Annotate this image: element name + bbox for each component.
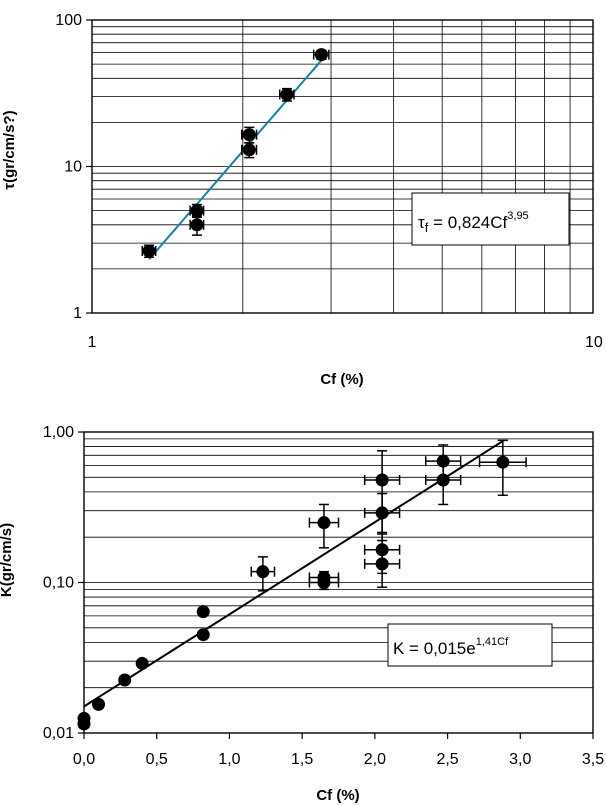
x-tick-label: 3,5 <box>582 751 604 768</box>
data-point <box>375 473 389 487</box>
y-tick-label: 100 <box>55 12 82 29</box>
y-axis-label: τ(gr/cm/s?) <box>1 110 18 189</box>
x-tick-label: 3,0 <box>509 751 531 768</box>
data-point <box>496 455 510 469</box>
equation-body: K = 0,015e <box>393 639 476 658</box>
x-tick-label: 0,0 <box>73 751 95 768</box>
data-point <box>280 88 294 102</box>
equation-exponent: 1,41Cf <box>476 636 509 648</box>
data-point <box>317 570 331 584</box>
y-axis-label: K(gr/cm/s) <box>0 523 15 597</box>
y-tick-label: 0,01 <box>43 725 74 742</box>
x-tick-label: 1 <box>88 334 97 351</box>
trendline <box>83 440 504 708</box>
x-tick-label: 2,5 <box>436 751 458 768</box>
y-tick-label: 10 <box>64 159 82 176</box>
y-tick-label: 1 <box>73 305 82 322</box>
data-point <box>118 673 132 687</box>
data-point <box>135 656 149 670</box>
k-chart: 0,01 0,10 1,00 0,0 0,5 1,0 1,5 2,0 2,5 3,0 3,5 Cf (… <box>0 424 604 804</box>
y-tick-label: 0,10 <box>43 575 74 592</box>
x-axis-label: Cf (%) <box>320 371 363 388</box>
x-tick-label: 1,0 <box>218 751 240 768</box>
tau-chart: 1 10 100 1 10 Cf (%) τ(gr/cm/s?) τf = 0,824Cf3,… <box>1 12 603 388</box>
data-point <box>242 128 256 142</box>
equation-text: τf = 0,824Cf3,95 <box>418 210 529 235</box>
equation-subscript: f <box>425 220 429 235</box>
equation-box <box>411 192 570 246</box>
data-point <box>190 204 204 218</box>
data-point <box>190 218 204 232</box>
x-tick-label: 0,5 <box>146 751 168 768</box>
data-point <box>256 565 270 579</box>
trendline <box>148 59 323 261</box>
data-point <box>142 244 156 258</box>
equation-box <box>387 623 553 667</box>
data-point <box>314 48 328 62</box>
equation-symbol: τ <box>418 213 425 232</box>
equation-text: K = 0,015e1,41Cf <box>393 636 509 658</box>
data-point <box>242 143 256 157</box>
x-axis-label: Cf (%) <box>316 787 359 804</box>
data-point <box>436 454 450 468</box>
x-tick-label: 10 <box>585 334 603 351</box>
equation-exponent: 3,95 <box>507 210 528 222</box>
x-tick-label: 2,0 <box>364 751 386 768</box>
data-point <box>196 628 210 642</box>
data-point <box>196 605 210 619</box>
data-point <box>317 516 331 530</box>
equation-body: = 0,824Cf <box>428 213 507 232</box>
y-tick-label: 1,00 <box>43 424 74 441</box>
data-point <box>77 711 91 725</box>
data-point <box>375 543 389 557</box>
data-point <box>92 697 106 711</box>
x-tick-label: 1,5 <box>291 751 313 768</box>
